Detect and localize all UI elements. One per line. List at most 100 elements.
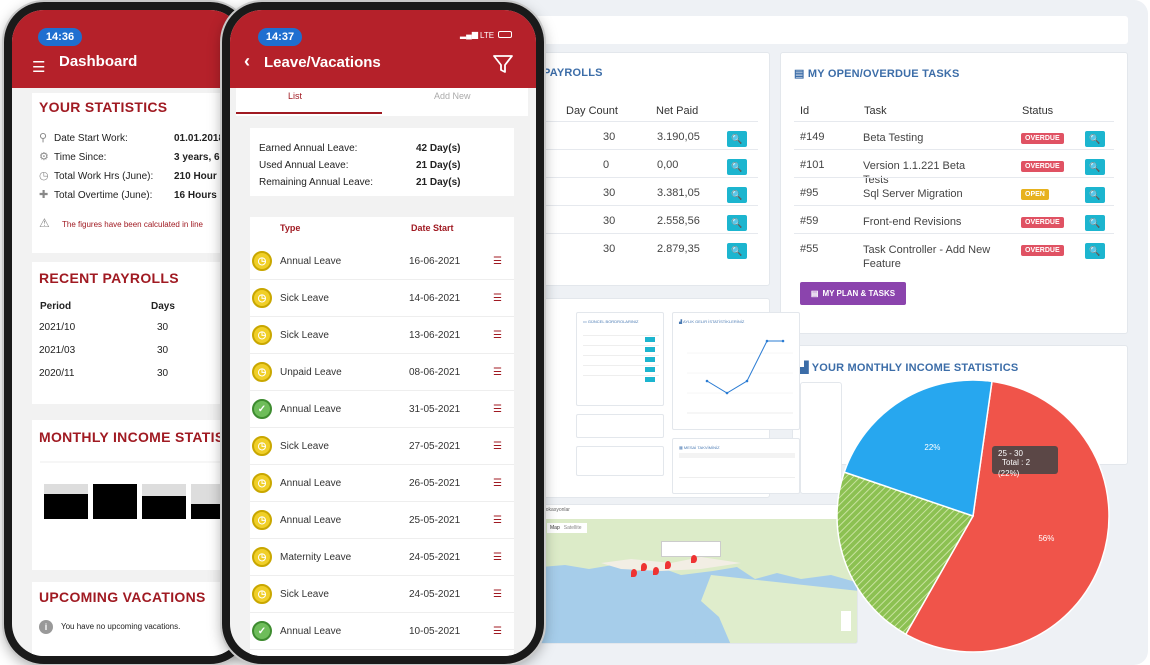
leave-date: 16-06-2021 <box>409 256 461 267</box>
filter-icon[interactable] <box>492 53 514 75</box>
payroll-net-paid: 3.190,05 <box>657 131 700 143</box>
task-name[interactable]: Front-end Revisions <box>863 216 962 228</box>
map-marker-icon[interactable] <box>653 567 659 575</box>
menu-icon[interactable]: ☰ <box>493 293 502 304</box>
pie-slice[interactable] <box>836 471 975 636</box>
map-tab-satellite[interactable]: Satellite <box>563 525 582 531</box>
no-vacations-note: You have no upcoming vacations. <box>61 622 181 631</box>
pie-slice-label: 22% <box>924 443 940 452</box>
leave-date: 25-05-2021 <box>409 515 461 526</box>
menu-icon[interactable]: ☰ <box>493 441 502 452</box>
recent-payrolls-card <box>32 262 242 404</box>
payroll-days: 30 <box>157 345 169 356</box>
view-payroll-button[interactable]: 🔍 <box>727 243 747 259</box>
pending-clock-icon: ◷ <box>252 288 272 308</box>
map-zoom-control[interactable] <box>841 611 851 631</box>
leave-row[interactable]: ✓ Annual Leave 10-05-2021 ☰ <box>250 613 514 650</box>
menu-icon[interactable]: ☰ <box>493 256 502 267</box>
warning-icon: ⚠ <box>39 216 50 230</box>
leave-type: Annual Leave <box>280 478 342 489</box>
menu-icon[interactable]: ☰ <box>493 589 502 600</box>
leave-row[interactable]: ◷ Sick Leave 27-05-2021 ☰ <box>250 428 514 465</box>
leave-header-type: Type <box>280 223 301 233</box>
pending-clock-icon: ◷ <box>252 547 272 567</box>
payroll-day-count: 30 <box>603 131 616 143</box>
chart-icon: ▟ <box>800 362 812 374</box>
view-payroll-button[interactable]: 🔍 <box>727 131 747 147</box>
view-task-button[interactable]: 🔍 <box>1085 215 1105 231</box>
payroll-day-count: 30 <box>603 187 616 199</box>
leave-row[interactable]: ◷ Annual Leave 16-06-2021 ☰ <box>250 243 514 280</box>
menu-icon[interactable]: ☰ <box>493 626 502 637</box>
menu-icon[interactable]: ☰ <box>493 515 502 526</box>
mini-line-chart: ▟ AYLIK GELIR İSTATİSTİKLERİNİZ <box>672 312 800 430</box>
leave-type: Sick Leave <box>280 293 329 304</box>
payroll-days-header: Days <box>151 301 175 312</box>
payroll-day-count: 30 <box>603 243 616 255</box>
task-name[interactable]: Beta Testing <box>863 132 924 144</box>
leave-header-date: Date Start <box>411 223 454 233</box>
menu-icon[interactable]: ☰ <box>493 404 502 415</box>
view-payroll-button[interactable]: 🔍 <box>727 215 747 231</box>
leave-row[interactable]: ◷ Sick Leave 14-06-2021 ☰ <box>250 280 514 317</box>
statistics-card <box>32 93 242 253</box>
view-task-button[interactable]: 🔍 <box>1085 131 1105 147</box>
tab-list-underline <box>236 112 382 114</box>
upcoming-vacations-card <box>32 582 242 656</box>
payrolls-title: PAYROLLS <box>543 67 603 79</box>
menu-icon[interactable]: ☰ <box>493 478 502 489</box>
leave-row[interactable]: ◷ Annual Leave 26-05-2021 ☰ <box>250 465 514 502</box>
search-icon: 🔍 <box>1089 245 1101 256</box>
back-arrow-icon[interactable]: ‹ <box>244 51 250 71</box>
payroll-header-days: Day Count <box>566 105 618 117</box>
task-name[interactable]: Sql Server Migration <box>863 188 963 200</box>
leave-row[interactable]: ✓ Annual Leave 31-05-2021 ☰ <box>250 391 514 428</box>
menu-icon[interactable]: ☰ <box>32 59 46 76</box>
income-title-text: YOUR MONTHLY INCOME STATISTICS <box>811 362 1019 374</box>
list-icon: ▤ <box>794 68 808 80</box>
leave-summary-value: 21 Day(s) <box>416 160 461 171</box>
menu-icon[interactable]: ☰ <box>493 552 502 563</box>
map-marker-icon[interactable] <box>631 569 637 577</box>
pie-slice[interactable] <box>843 379 993 518</box>
my-plan-tasks-button[interactable]: ▤ MY PLAN & TASKS <box>800 282 906 305</box>
leave-summary-label: Remaining Annual Leave: <box>259 177 373 188</box>
map-tab-map[interactable]: Map <box>550 525 560 531</box>
menu-icon[interactable]: ☰ <box>493 367 502 378</box>
map-marker-icon[interactable] <box>641 563 647 571</box>
pending-clock-icon: ◷ <box>252 510 272 530</box>
mini-list-widget <box>576 414 664 438</box>
upcoming-vacations-title: UPCOMING VACATIONS <box>39 589 206 605</box>
task-id: #101 <box>800 159 825 171</box>
map-type-toggle[interactable]: Map Satellite <box>547 523 587 533</box>
tab-list[interactable]: List <box>288 91 303 101</box>
check-circle-icon: ✓ <box>252 621 272 641</box>
view-task-button[interactable]: 🔍 <box>1085 243 1105 259</box>
task-name[interactable]: Task Controller - Add New Feature <box>863 244 991 270</box>
row-divider <box>546 177 758 178</box>
view-payroll-button[interactable]: 🔍 <box>727 159 747 175</box>
row-divider <box>546 205 758 206</box>
payroll-days: 30 <box>157 322 169 333</box>
leave-row[interactable]: ◷ Maternity Leave 24-05-2021 ☰ <box>250 539 514 576</box>
task-name[interactable]: Version 1.1.221 Beta Tests <box>863 160 966 186</box>
map-marker-icon[interactable] <box>691 555 697 563</box>
leave-row[interactable]: ◷ Annual Leave 25-05-2021 ☰ <box>250 502 514 539</box>
row-divider <box>546 233 758 234</box>
leave-row[interactable]: ◷ Unpaid Leave 08-06-2021 ☰ <box>250 354 514 391</box>
view-task-button[interactable]: 🔍 <box>1085 187 1105 203</box>
payroll-net-paid: 2.558,56 <box>657 215 700 227</box>
payroll-day-count: 30 <box>603 215 616 227</box>
pie-slice[interactable] <box>904 380 1110 653</box>
tab-add-new[interactable]: Add New <box>434 91 471 101</box>
user-clock-icon: ⚲ <box>39 132 48 144</box>
view-task-button[interactable]: 🔍 <box>1085 159 1105 175</box>
view-payroll-button[interactable]: 🔍 <box>727 187 747 203</box>
tooltip-total: Total : 2 <box>1002 458 1031 467</box>
map-marker-icon[interactable] <box>665 561 671 569</box>
row-divider <box>794 233 1114 234</box>
search-icon: 🔍 <box>731 189 743 200</box>
menu-icon[interactable]: ☰ <box>493 330 502 341</box>
leave-row[interactable]: ◷ Sick Leave 24-05-2021 ☰ <box>250 576 514 613</box>
leave-row[interactable]: ◷ Sick Leave 13-06-2021 ☰ <box>250 317 514 354</box>
